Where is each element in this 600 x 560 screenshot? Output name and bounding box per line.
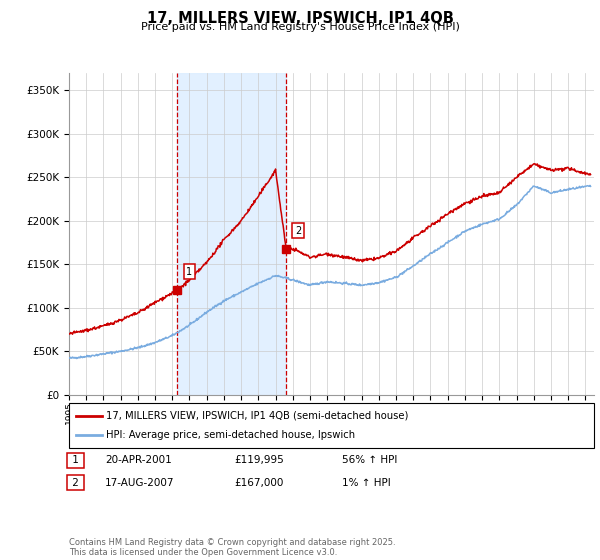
Text: 56% ↑ HPI: 56% ↑ HPI: [342, 455, 397, 465]
Text: 1: 1: [186, 267, 192, 277]
Text: Contains HM Land Registry data © Crown copyright and database right 2025.
This d: Contains HM Land Registry data © Crown c…: [69, 538, 395, 557]
Text: 17, MILLERS VIEW, IPSWICH, IP1 4QB (semi-detached house): 17, MILLERS VIEW, IPSWICH, IP1 4QB (semi…: [106, 410, 409, 421]
Text: 17, MILLERS VIEW, IPSWICH, IP1 4QB: 17, MILLERS VIEW, IPSWICH, IP1 4QB: [146, 11, 454, 26]
Text: 2: 2: [295, 226, 301, 236]
Text: £167,000: £167,000: [234, 478, 283, 488]
Bar: [178, 73, 286, 395]
Text: 17-AUG-2007: 17-AUG-2007: [105, 478, 175, 488]
Text: 1% ↑ HPI: 1% ↑ HPI: [342, 478, 391, 488]
Text: 20-APR-2001: 20-APR-2001: [105, 455, 172, 465]
Text: HPI: Average price, semi-detached house, Ipswich: HPI: Average price, semi-detached house,…: [106, 431, 355, 441]
Text: Price paid vs. HM Land Registry's House Price Index (HPI): Price paid vs. HM Land Registry's House …: [140, 22, 460, 32]
Text: 2: 2: [69, 478, 82, 488]
Text: £119,995: £119,995: [234, 455, 284, 465]
Text: 1: 1: [69, 455, 82, 465]
